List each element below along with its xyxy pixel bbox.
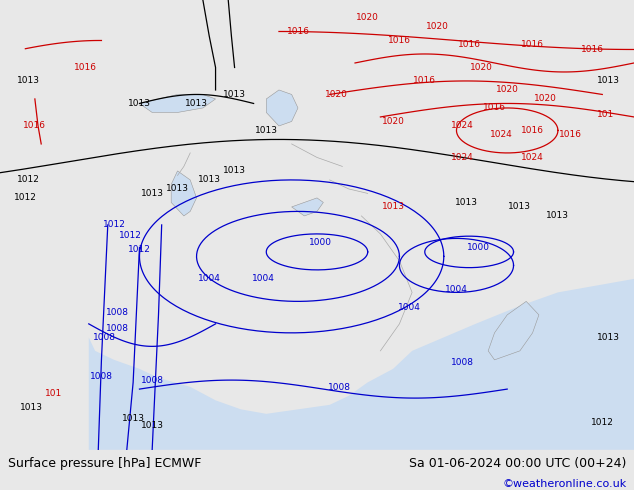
Text: ©weatheronline.co.uk: ©weatheronline.co.uk (502, 479, 626, 489)
Polygon shape (488, 301, 539, 360)
Text: 1012: 1012 (591, 418, 614, 427)
Text: 1013: 1013 (20, 403, 43, 412)
Text: 1008: 1008 (141, 376, 164, 385)
Text: 1013: 1013 (185, 99, 208, 108)
Text: Sa 01-06-2024 00:00 UTC (00+24): Sa 01-06-2024 00:00 UTC (00+24) (409, 457, 626, 470)
Text: 1012: 1012 (14, 194, 37, 202)
Text: 1013: 1013 (382, 202, 404, 211)
Text: 1016: 1016 (483, 103, 506, 113)
Text: 1016: 1016 (413, 76, 436, 85)
Text: 1008: 1008 (93, 333, 116, 342)
Text: 1004: 1004 (398, 303, 420, 313)
Text: 1016: 1016 (287, 27, 309, 36)
Polygon shape (171, 171, 197, 216)
Text: 1013: 1013 (141, 189, 164, 198)
Text: 1008: 1008 (106, 308, 129, 317)
Text: 1013: 1013 (597, 76, 620, 85)
Text: 1013: 1013 (122, 414, 145, 423)
Text: 101: 101 (597, 110, 614, 119)
Text: 1013: 1013 (223, 90, 246, 99)
Text: 1020: 1020 (470, 63, 493, 72)
Text: 1012: 1012 (119, 231, 141, 241)
Text: 1012: 1012 (128, 245, 151, 254)
Text: 1016: 1016 (521, 126, 544, 135)
Text: 1008: 1008 (90, 372, 113, 381)
Text: 1013: 1013 (141, 420, 164, 430)
Text: 1004: 1004 (445, 285, 468, 294)
Text: 1013: 1013 (255, 126, 278, 135)
Text: 1013: 1013 (455, 198, 477, 207)
Text: 1020: 1020 (325, 90, 347, 99)
Text: 1020: 1020 (426, 23, 449, 31)
Text: 1020: 1020 (382, 117, 404, 126)
Text: 1008: 1008 (451, 358, 474, 367)
Text: 1004: 1004 (252, 274, 275, 283)
Text: 1024: 1024 (451, 122, 474, 130)
Text: 1012: 1012 (103, 220, 126, 229)
Text: 1016: 1016 (74, 63, 97, 72)
Text: 1016: 1016 (521, 41, 544, 49)
Text: 1008: 1008 (328, 384, 351, 392)
Text: 1016: 1016 (388, 36, 411, 45)
Text: 1013: 1013 (597, 333, 620, 342)
Text: 1013: 1013 (198, 175, 221, 184)
Text: 1012: 1012 (17, 175, 40, 184)
Text: 1013: 1013 (223, 167, 246, 175)
Polygon shape (292, 198, 323, 216)
Text: 1013: 1013 (128, 99, 151, 108)
Text: 1016: 1016 (23, 122, 46, 130)
Text: 1013: 1013 (508, 202, 531, 211)
Polygon shape (139, 95, 216, 113)
Text: 1013: 1013 (17, 76, 40, 85)
Text: 1024: 1024 (521, 153, 544, 162)
Text: 1024: 1024 (489, 130, 512, 140)
Text: 101: 101 (45, 389, 63, 398)
Text: Surface pressure [hPa] ECMWF: Surface pressure [hPa] ECMWF (8, 457, 201, 470)
Text: 1013: 1013 (547, 211, 569, 220)
Text: 1016: 1016 (581, 45, 604, 54)
Text: 1000: 1000 (309, 238, 332, 247)
Polygon shape (89, 279, 634, 450)
Text: 1016: 1016 (458, 41, 481, 49)
Text: 1020: 1020 (534, 95, 557, 103)
Text: 1004: 1004 (198, 274, 221, 283)
Text: 1024: 1024 (451, 153, 474, 162)
Text: 1016: 1016 (559, 130, 582, 140)
Polygon shape (266, 90, 298, 126)
Text: 1013: 1013 (166, 184, 189, 194)
Text: 1020: 1020 (356, 14, 379, 23)
Text: 1008: 1008 (106, 323, 129, 333)
Text: 1000: 1000 (467, 243, 490, 252)
Text: 1020: 1020 (496, 85, 519, 95)
